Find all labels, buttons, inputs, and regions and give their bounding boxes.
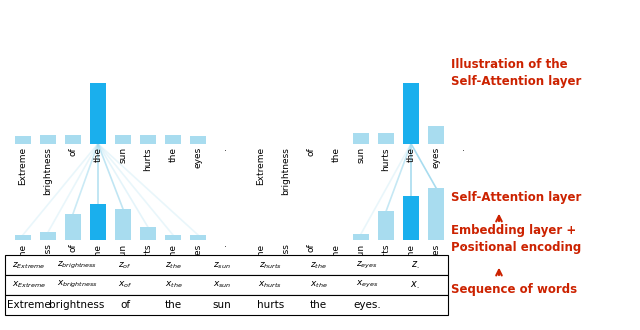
- Text: brightness: brightness: [282, 244, 291, 291]
- Text: $\mathbf{\mathit{x}}_{\mathit{eyes}}$: $\mathbf{\mathit{x}}_{\mathit{eyes}}$: [356, 280, 378, 290]
- Text: $\mathbf{\mathit{z}}_{\mathit{of}}$: $\mathbf{\mathit{z}}_{\mathit{of}}$: [118, 260, 132, 271]
- Text: brightness: brightness: [282, 147, 291, 195]
- Text: of: of: [68, 244, 77, 252]
- FancyBboxPatch shape: [190, 235, 206, 240]
- FancyBboxPatch shape: [164, 135, 181, 144]
- FancyBboxPatch shape: [4, 275, 448, 295]
- Text: sun: sun: [356, 244, 365, 260]
- Text: Extreme: Extreme: [7, 300, 51, 310]
- FancyBboxPatch shape: [90, 204, 106, 240]
- FancyBboxPatch shape: [15, 235, 31, 240]
- Text: eyes.: eyes.: [353, 300, 381, 310]
- Text: $\mathbf{\mathit{x}}_{\mathit{hurts}}$: $\mathbf{\mathit{x}}_{\mathit{hurts}}$: [259, 280, 282, 290]
- FancyBboxPatch shape: [40, 135, 56, 144]
- FancyBboxPatch shape: [428, 126, 444, 144]
- Text: Self-Attention layer: Self-Attention layer: [451, 191, 582, 204]
- Text: hurts: hurts: [143, 147, 152, 171]
- Text: the: the: [332, 147, 340, 162]
- Text: $\mathbf{\mathit{z}}_{\mathit{brightness}}$: $\mathbf{\mathit{z}}_{\mathit{brightness…: [57, 260, 97, 271]
- Text: hurts: hurts: [143, 244, 152, 267]
- Text: Extreme: Extreme: [19, 147, 28, 185]
- Text: of: of: [68, 147, 77, 156]
- FancyBboxPatch shape: [65, 214, 81, 240]
- FancyBboxPatch shape: [40, 232, 56, 240]
- Text: brightness: brightness: [44, 147, 52, 195]
- Text: .: .: [456, 244, 465, 247]
- Text: $\mathbf{\mathit{x}}_{\mathit{of}}$: $\mathbf{\mathit{x}}_{\mathit{of}}$: [118, 280, 132, 290]
- Text: sun: sun: [118, 244, 127, 260]
- Text: $\mathbf{\mathit{x}}_{\mathit{Extreme}}$: $\mathbf{\mathit{x}}_{\mathit{Extreme}}$: [12, 280, 45, 290]
- Text: $x_{.}$: $x_{.}$: [410, 279, 420, 291]
- Text: sun: sun: [118, 147, 127, 163]
- Text: $\mathbf{\mathit{x}}_{\mathit{the}}$: $\mathbf{\mathit{x}}_{\mathit{the}}$: [310, 280, 328, 290]
- Text: .: .: [456, 147, 465, 150]
- Text: the: the: [406, 244, 415, 258]
- FancyBboxPatch shape: [378, 133, 394, 144]
- FancyBboxPatch shape: [140, 227, 156, 240]
- Text: Extreme: Extreme: [256, 244, 266, 282]
- FancyBboxPatch shape: [90, 83, 106, 144]
- FancyBboxPatch shape: [140, 135, 156, 144]
- Text: the: the: [168, 147, 177, 162]
- Text: Embedding layer +
Positional encoding: Embedding layer + Positional encoding: [451, 224, 582, 254]
- Text: $\mathbf{\mathit{z}}_{\mathit{eyes}}$: $\mathbf{\mathit{z}}_{\mathit{eyes}}$: [356, 260, 378, 271]
- FancyBboxPatch shape: [4, 295, 448, 314]
- Text: hurts: hurts: [381, 244, 390, 267]
- Text: $\mathbf{\mathit{z}}_{\mathit{hurts}}$: $\mathbf{\mathit{z}}_{\mathit{hurts}}$: [259, 260, 282, 271]
- Text: the: the: [406, 147, 415, 162]
- Text: of: of: [307, 147, 316, 156]
- Text: Sequence of words: Sequence of words: [451, 283, 577, 296]
- Text: the: the: [168, 244, 177, 258]
- Text: the: the: [93, 244, 102, 258]
- Text: the: the: [332, 244, 340, 258]
- Text: of: of: [307, 244, 316, 252]
- Text: brightness: brightness: [49, 300, 105, 310]
- FancyBboxPatch shape: [190, 137, 206, 144]
- FancyBboxPatch shape: [65, 135, 81, 144]
- Text: eyes: eyes: [193, 147, 202, 168]
- FancyBboxPatch shape: [115, 135, 131, 144]
- Text: Illustration of the
Self-Attention layer: Illustration of the Self-Attention layer: [451, 58, 582, 88]
- Text: sun: sun: [356, 147, 365, 163]
- FancyBboxPatch shape: [378, 212, 394, 240]
- Text: $\mathbf{\mathit{x}}_{\mathit{brightness}}$: $\mathbf{\mathit{x}}_{\mathit{brightness…: [56, 280, 97, 290]
- Text: $z_{.}$: $z_{.}$: [411, 259, 419, 271]
- FancyBboxPatch shape: [115, 209, 131, 240]
- Text: Extreme: Extreme: [19, 244, 28, 282]
- FancyBboxPatch shape: [4, 255, 448, 275]
- Text: of: of: [120, 300, 131, 310]
- Text: $\mathbf{\mathit{z}}_{\mathit{sun}}$: $\mathbf{\mathit{z}}_{\mathit{sun}}$: [213, 260, 231, 271]
- Text: $\mathbf{\mathit{z}}_{\mathit{the}}$: $\mathbf{\mathit{z}}_{\mathit{the}}$: [310, 260, 327, 271]
- Text: .: .: [219, 244, 228, 247]
- Text: hurts: hurts: [257, 300, 284, 310]
- Text: Extreme: Extreme: [256, 147, 266, 185]
- FancyBboxPatch shape: [403, 196, 419, 240]
- Text: the: the: [310, 300, 327, 310]
- Text: sun: sun: [212, 300, 231, 310]
- Text: hurts: hurts: [381, 147, 390, 171]
- Text: $\mathbf{\mathit{z}}_{\mathit{Extreme}}$: $\mathbf{\mathit{z}}_{\mathit{Extreme}}$: [12, 260, 45, 271]
- Text: $\mathbf{\mathit{x}}_{\mathit{sun}}$: $\mathbf{\mathit{x}}_{\mathit{sun}}$: [212, 280, 231, 290]
- Text: the: the: [93, 147, 102, 162]
- FancyBboxPatch shape: [353, 133, 369, 144]
- FancyBboxPatch shape: [15, 137, 31, 144]
- Text: eyes: eyes: [431, 147, 440, 168]
- FancyBboxPatch shape: [403, 83, 419, 144]
- FancyBboxPatch shape: [428, 188, 444, 240]
- Text: brightness: brightness: [44, 244, 52, 291]
- Text: the: the: [165, 300, 182, 310]
- FancyBboxPatch shape: [353, 234, 369, 240]
- Text: $\mathbf{\mathit{z}}_{\mathit{the}}$: $\mathbf{\mathit{z}}_{\mathit{the}}$: [165, 260, 182, 271]
- Text: .: .: [219, 147, 228, 150]
- Text: eyes: eyes: [193, 244, 202, 265]
- FancyBboxPatch shape: [164, 235, 181, 240]
- Text: $\mathbf{\mathit{x}}_{\mathit{the}}$: $\mathbf{\mathit{x}}_{\mathit{the}}$: [164, 280, 182, 290]
- Text: eyes: eyes: [431, 244, 440, 265]
